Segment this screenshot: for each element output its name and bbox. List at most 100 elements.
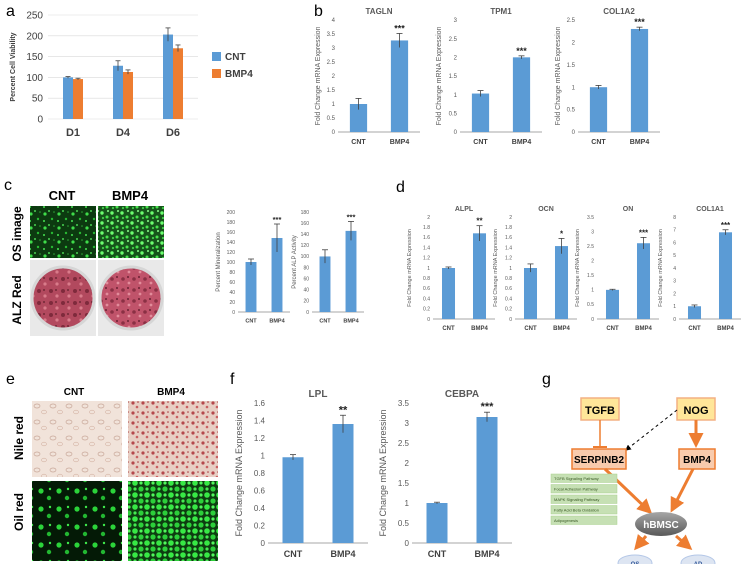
panel-c-images: CNT BMP4 OS image ALZ Red [10,188,164,336]
dashed-edge [625,409,678,451]
x-tick-label: CNT [428,549,447,559]
significance-label: * [560,229,564,238]
y-tick-label: 80 [303,265,309,271]
os-image-cnt [30,206,96,258]
y-tick-label: 160 [227,230,236,236]
y-tick-label: 0 [37,115,43,126]
x-tick-label: CNT [473,139,488,146]
y-tick-label: 0.2 [505,307,512,313]
y-tick-label: 4 [332,18,336,24]
bar-cnt [282,457,304,543]
y-tick-label: 1 [261,451,266,460]
legend-swatch-cnt [212,52,221,61]
x-tick-label: CNT [606,326,619,332]
chart-title: LPL [309,389,328,400]
y-tick-label: 1.5 [449,74,458,80]
y-tick-label: 0.5 [567,108,576,114]
chart-tpm1: TPM1 0 0.5 1 1.5 2 2.5 3 Fold Change mRNA Expres… [436,7,542,146]
chart-lpl: LPL 0 0.2 0.4 0.6 0.8 1 1.2 1.4 1.6 Fold Change mR… [234,389,368,559]
x-tick-label: BMP4 [269,319,285,325]
chart-title: ON [623,206,634,213]
c-row-label-alz: ALZ Red [10,275,24,324]
chart-on: ON 0 0.5 1 1.5 2 2.5 3 3.5 Fold Change mRNA Expre… [575,206,659,332]
y-tick-label: 60 [229,280,235,286]
chart-ocn: OCN 0 0.2 0.4 0.6 0.8 1 1.2 1.4 1.6 1.8 2 Fold Chang… [493,206,577,332]
bar-bmp4 [554,246,569,319]
bar-cnt [589,87,608,132]
oil-image-bmp4 [128,481,218,561]
y-tick-label: 1.2 [505,256,512,262]
y-tick-label: 2.5 [398,439,410,448]
y-tick-label: 120 [227,250,236,256]
pathway-label: Adipogenesis [554,518,578,523]
chart-mineralization: 0 20 40 60 80 100 120 140 160 180 200 Percent Miner… [216,210,290,325]
pathway-label: TGFB Signaling Pathway [554,476,599,481]
y-tick-label: 2.5 [567,18,576,24]
x-tick-label: BMP4 [512,139,532,146]
y-tick-label: 1.6 [505,235,512,241]
chart-title: COL1A2 [603,7,635,16]
x-tick-label: D4 [116,127,131,139]
y-tick-label: 250 [26,11,43,22]
y-tick-label: 20 [229,300,235,306]
y-tick-label: 1.4 [423,245,430,251]
y-tick-label: 100 [26,73,43,84]
x-tick-label: BMP4 [717,326,734,332]
y-tick-label: 0 [673,317,676,323]
e-col-label-bmp4: BMP4 [157,387,185,398]
y-tick-label: 180 [227,220,236,226]
hub-os-edge [634,533,650,551]
y-tick-label: 1.5 [567,63,576,69]
x-tick-label: BMP4 [390,139,410,146]
bar-bmp4-d4 [123,71,133,119]
panel-label-b: b [314,3,323,20]
bar-cnt [523,268,538,319]
e-row-label-oil: Oil red [12,493,26,531]
y-tick-label: 3 [454,18,458,24]
y-tick-label: 1 [572,85,576,91]
bar-bmp4 [390,40,409,132]
x-tick-label: CNT [284,549,303,559]
y-tick-label: 0.2 [423,307,430,313]
pathway-box [550,473,618,483]
y-tick-label: 1.8 [423,225,430,231]
y-tick-label: 50 [32,94,44,105]
chart-title: COL1A1 [696,206,724,213]
y-tick-label: 140 [301,232,310,238]
bar-cnt [441,268,456,319]
y-tick-label: 0.6 [505,286,512,292]
bar-bmp4 [636,243,651,319]
chart-cebpa: CEBPA 0 0.5 1 1.5 2 2.5 3 3.5 Fold Change mRNA Ex… [378,389,512,559]
chart-title: ALPL [455,206,474,213]
node-tgfb: TGFB [585,405,615,417]
c-row-label-os: OS image [10,206,24,262]
y-tick-label: 2 [332,74,336,80]
bmp4-hub-edge [670,468,695,513]
y-tick-label: 1 [591,288,594,294]
x-tick-label: BMP4 [343,319,359,325]
significance-label: *** [273,215,282,224]
node-nog: NOG [683,405,708,417]
y-tick-label: 1.2 [423,256,430,262]
pathway-box [550,484,618,494]
node-ad: AD [694,562,703,564]
y-tick-label: 0.6 [423,286,430,292]
pathway-box [550,494,618,504]
y-tick-label: 180 [301,210,310,216]
y-tick-label: 8 [673,215,676,221]
y-tick-label: 1 [673,304,676,310]
x-tick-label: CNT [688,326,701,332]
y-axis-label: Percent Cell Viability [10,32,17,101]
bar-bmp4 [512,57,531,133]
node-bmp4-box [678,448,716,470]
y-tick-label: 2 [591,258,594,264]
significance-label: *** [639,228,649,237]
y-tick-label: 80 [229,270,235,276]
x-tick-label: CNT [591,139,606,146]
oil-image-cnt [32,481,122,561]
y-tick-label: 60 [303,276,309,282]
bar-bmp4 [476,417,498,543]
y-tick-label: 5 [673,253,676,259]
significance-label: ** [339,404,348,416]
panel-e-images: CNT BMP4 Nile red Oil red [12,387,218,561]
